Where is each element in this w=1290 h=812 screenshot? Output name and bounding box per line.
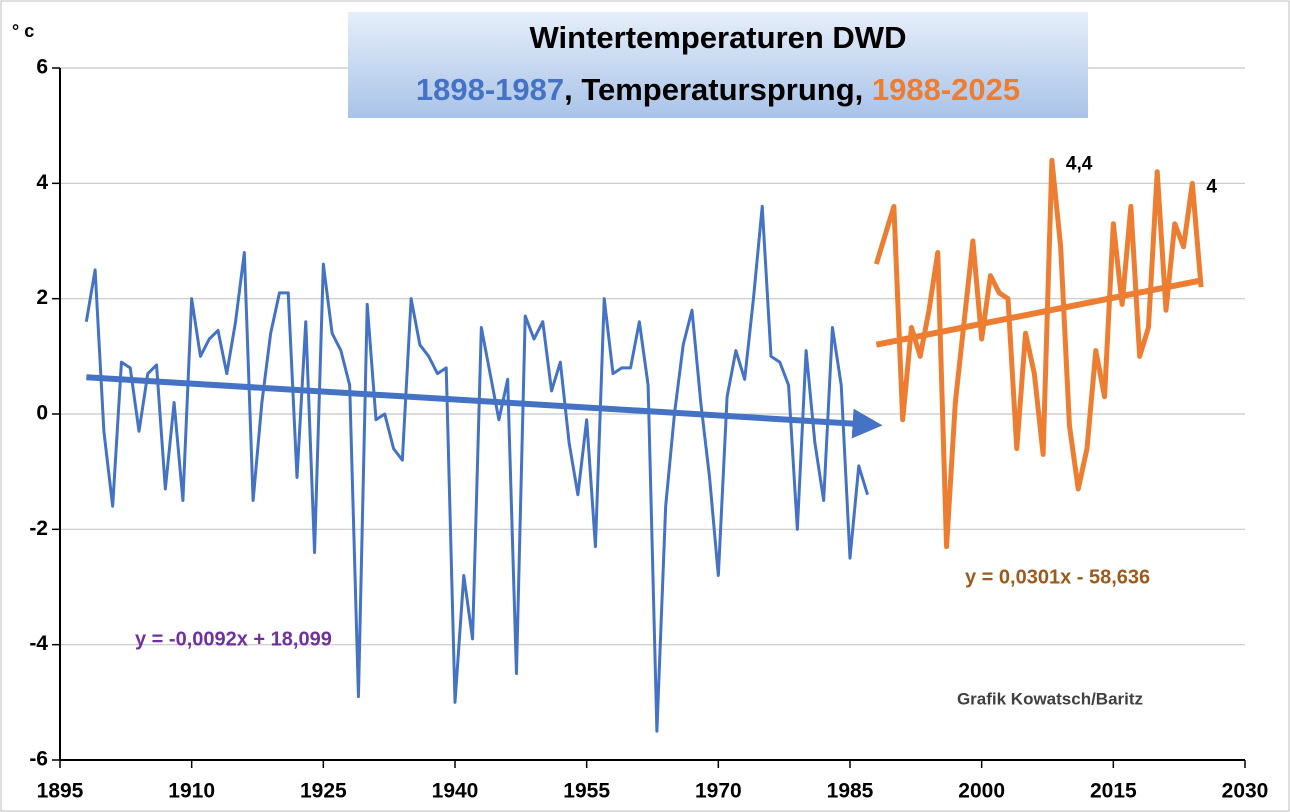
y-tick-label: -4 — [29, 632, 48, 655]
trend-label: y = 0,0301x - 58,636 — [965, 566, 1150, 588]
y-tick-label: 0 — [36, 402, 48, 425]
trend-line — [86, 374, 883, 439]
y-tick-label: 4 — [36, 171, 48, 194]
data-line — [873, 157, 1204, 550]
x-tick-label: 1985 — [827, 780, 874, 803]
y-tick-label: 6 — [36, 56, 48, 79]
x-tick-label: 1925 — [300, 780, 347, 803]
x-tick-label: 2015 — [1090, 780, 1137, 803]
data-label: 4,4 — [1066, 153, 1093, 174]
x-tick-label: 1910 — [168, 780, 215, 803]
y-tick-label: 2 — [36, 286, 48, 309]
x-tick-label: 1970 — [695, 780, 742, 803]
y-tick-label: -6 — [29, 748, 48, 771]
trend-label: y = -0,0092x + 18,099 — [135, 628, 332, 650]
chart-subtitle: 1898-1987, Temperatursprung, 1988-2025 — [416, 72, 1020, 107]
trend-line — [875, 277, 1202, 348]
annotation: Grafik Kowatsch/Baritz — [957, 689, 1143, 708]
y-tick-label: -2 — [29, 517, 48, 540]
subtitle-part: , Temperatursprung, — [564, 72, 872, 107]
subtitle-part: 1988-2025 — [872, 72, 1020, 107]
subtitle-part: 1898-1987 — [416, 72, 564, 107]
chart-title: Wintertemperaturen DWD — [530, 20, 907, 55]
data-line — [84, 204, 869, 733]
title-box — [348, 12, 1088, 118]
x-tick-label: 2030 — [1222, 780, 1269, 803]
data-label: 4 — [1206, 176, 1217, 197]
x-tick-label: 2000 — [958, 780, 1005, 803]
x-tick-label: 1955 — [563, 780, 610, 803]
y-axis-label: ° c — [12, 21, 34, 41]
x-tick-label: 1895 — [37, 780, 84, 803]
x-tick-label: 1940 — [432, 780, 479, 803]
